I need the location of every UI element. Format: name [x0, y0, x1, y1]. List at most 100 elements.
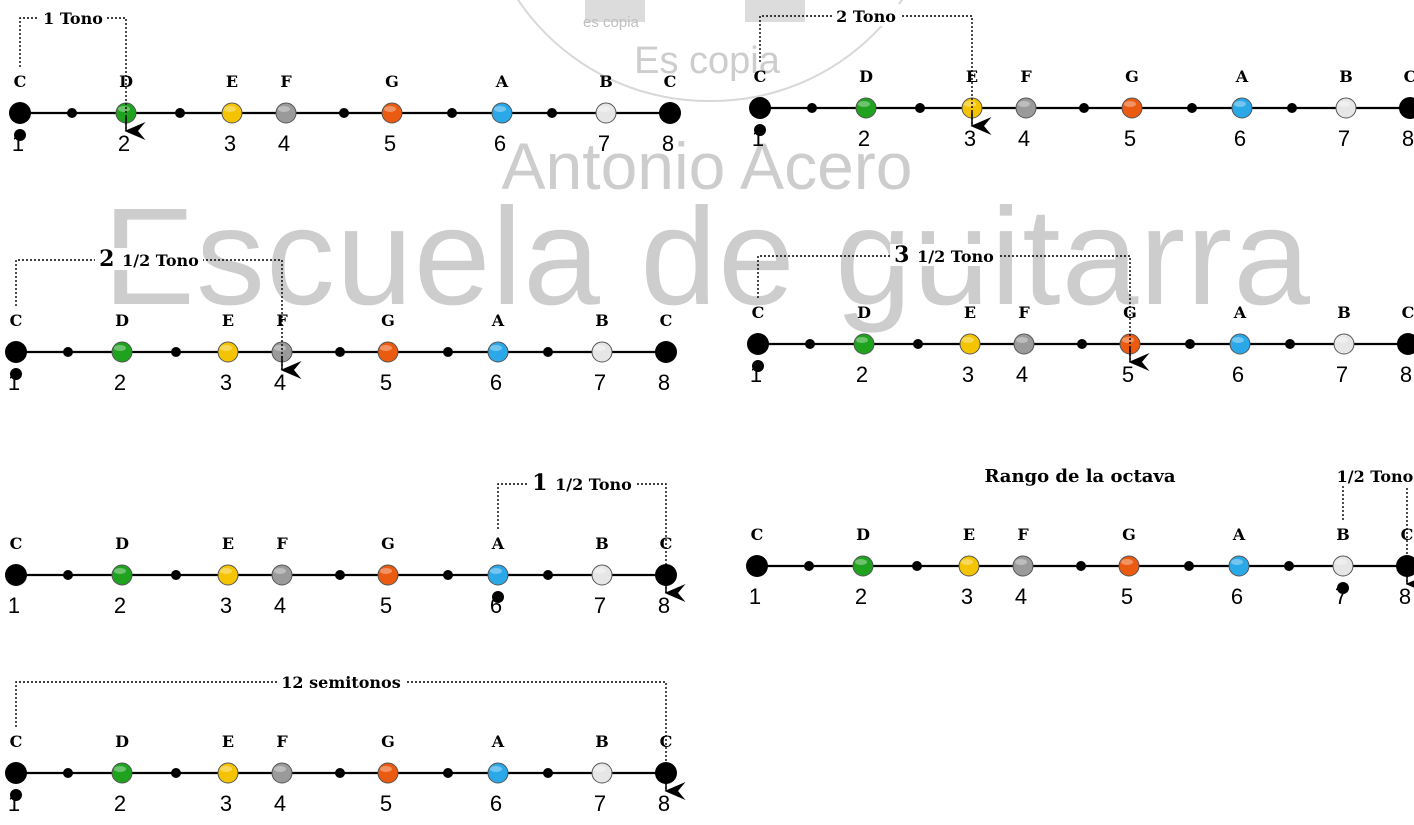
note-highlight [384, 106, 396, 112]
degree-number: 6 [494, 131, 506, 156]
degree-number: 6 [490, 370, 502, 395]
note-circle-d [111, 762, 133, 784]
note-label: F [276, 534, 288, 553]
note-circle-c [5, 762, 27, 784]
note-label: C [660, 311, 673, 330]
note-label: C [754, 67, 767, 86]
note-circle-a [1229, 333, 1251, 355]
note-highlight [856, 337, 868, 343]
note-label: G [1123, 303, 1137, 322]
note-circle-c [746, 555, 768, 577]
step-dot [543, 347, 553, 357]
degree-number: 4 [274, 791, 286, 816]
note-circle-c [1396, 555, 1414, 577]
note-highlight [855, 559, 867, 565]
step-dot [171, 768, 181, 778]
note-label: C [1402, 303, 1414, 322]
note-highlight [490, 568, 502, 574]
note-highlight [494, 106, 506, 112]
note-label: D [859, 67, 873, 86]
degree-number: 8 [658, 791, 670, 816]
step-dot [1284, 561, 1294, 571]
note-label: G [1125, 67, 1139, 86]
step-dot [543, 570, 553, 580]
step-dot [1079, 103, 1089, 113]
step-dot [1077, 339, 1087, 349]
note-circle-g [377, 564, 399, 586]
note-circle-a [487, 564, 509, 586]
degree-number: 8 [1399, 584, 1411, 609]
degree-number: 5 [384, 131, 396, 156]
note-circle-e [217, 564, 239, 586]
step-dot [1287, 103, 1297, 113]
note-circle-f [271, 564, 293, 586]
source-dot [1337, 582, 1349, 594]
degree-number: 1 [749, 584, 761, 609]
note-highlight [1232, 337, 1244, 343]
note-circle-e [221, 102, 243, 124]
degree-number: 4 [274, 593, 286, 618]
note-label: A [1233, 303, 1247, 322]
note-circle-d [853, 333, 875, 355]
step-dot [63, 347, 73, 357]
degree-number: 7 [594, 370, 606, 395]
note-circle-g [377, 341, 399, 363]
note-circle-c [659, 102, 681, 124]
step-dot [912, 561, 922, 571]
source-dot [752, 360, 764, 372]
note-circle-f [1015, 97, 1037, 119]
step-dot [1285, 339, 1295, 349]
step-dot [63, 570, 73, 580]
note-highlight [1016, 337, 1028, 343]
note-circle-g [1121, 97, 1143, 119]
interval-bracket [497, 483, 667, 593]
step-dot [171, 570, 181, 580]
degree-number: 8 [658, 593, 670, 618]
note-label: E [222, 311, 234, 330]
step-dot [443, 347, 453, 357]
note-highlight [380, 345, 392, 351]
note-highlight [594, 766, 606, 772]
interval-bracket [15, 259, 283, 370]
note-circle-b [591, 762, 613, 784]
note-label: E [963, 525, 975, 544]
label-bg [277, 670, 405, 692]
interval-label: 1 Tono [43, 9, 103, 28]
note-highlight [1338, 101, 1350, 107]
note-circle-c [1399, 97, 1414, 119]
label-bg [528, 472, 636, 494]
note-label: B [595, 534, 609, 553]
label-bg [832, 4, 900, 26]
step-dot [915, 103, 925, 113]
degree-number: 6 [1234, 126, 1246, 151]
step-dot [543, 768, 553, 778]
note-highlight [1121, 559, 1133, 565]
note-label: E [222, 534, 234, 553]
note-highlight [598, 106, 610, 112]
note-circle-c [749, 97, 771, 119]
degree-number: 6 [1232, 362, 1244, 387]
note-label: A [1232, 525, 1246, 544]
degree-number: 5 [1121, 584, 1133, 609]
interval-label: 1 1/2 Tono [532, 470, 632, 496]
degree-number: 3 [220, 370, 232, 395]
note-label: A [491, 311, 505, 330]
note-highlight [1336, 337, 1348, 343]
note-highlight [1122, 337, 1134, 343]
note-circle-a [491, 102, 513, 124]
degree-number: 4 [274, 370, 286, 395]
note-circle-c [747, 333, 769, 355]
note-circle-b [1335, 97, 1357, 119]
note-label: B [599, 72, 613, 91]
step-dot [805, 339, 815, 349]
note-highlight [118, 106, 130, 112]
note-circle-c [1397, 333, 1414, 355]
note-label: A [491, 534, 505, 553]
note-label: G [381, 311, 395, 330]
step-dot [335, 768, 345, 778]
note-circle-a [1231, 97, 1253, 119]
note-label: C [14, 72, 27, 91]
